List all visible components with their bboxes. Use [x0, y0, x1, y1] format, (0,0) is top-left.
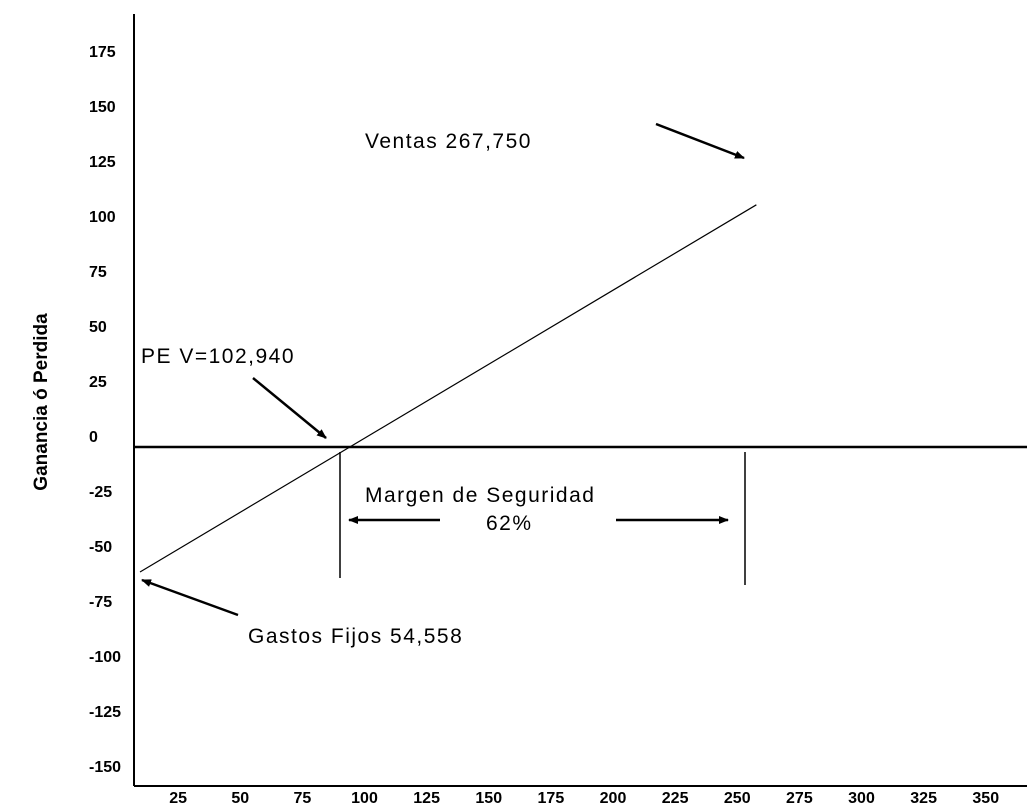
profit-line [139, 204, 757, 573]
sales-annotation: Ventas 267,750 [365, 130, 532, 153]
breakeven-annotation: PE V=102,940 [141, 345, 295, 368]
y-tick-label: 75 [89, 264, 107, 281]
y-tick-label: -25 [89, 484, 112, 501]
y-tick-labels: 175 150 125 100 75 50 25 0 -25 -50 -75 -100 -125 -150 [89, 44, 121, 776]
y-tick-label: 125 [89, 154, 116, 171]
safety-margin-title: Margen de Seguridad [365, 484, 595, 507]
x-tick-labels: 2550751001251501752002252502753003253503… [169, 790, 999, 804]
x-tick-label: 125 [413, 790, 440, 804]
x-tick-label: 150 [475, 790, 502, 804]
sales-arrow [655, 122, 745, 160]
x-tick-label: 50 [231, 790, 249, 804]
x-tick-label: 225 [662, 790, 689, 804]
y-tick-label: 150 [89, 99, 116, 116]
y-tick-label: -150 [89, 759, 121, 776]
fixed-costs-annotation: Gastos Fijos 54,558 [248, 625, 463, 648]
fixed-costs-arrow [141, 578, 239, 617]
y-axis-label: Ganancia ó Perdida [31, 313, 52, 491]
x-tick-label: 100 [351, 790, 378, 804]
y-tick-label: 100 [89, 209, 116, 226]
x-tick-label: 300 [848, 790, 875, 804]
y-tick-label: -50 [89, 539, 112, 556]
y-tick-label: 50 [89, 319, 107, 336]
x-tick-label: 350 [972, 790, 999, 804]
x-tick-label: 275 [786, 790, 813, 804]
x-tick-label: 25 [169, 790, 187, 804]
y-tick-label: 25 [89, 374, 107, 391]
y-tick-label: 175 [89, 44, 116, 61]
safety-margin-percent: 62% [486, 512, 533, 535]
breakeven-arrow [252, 377, 327, 439]
x-tick-label: 325 [910, 790, 937, 804]
x-tick-label: 200 [600, 790, 627, 804]
y-tick-label: 0 [89, 429, 98, 446]
y-tick-label: -125 [89, 704, 121, 721]
y-tick-label: -75 [89, 594, 112, 611]
y-tick-label: -100 [89, 649, 121, 666]
x-tick-label: 250 [724, 790, 751, 804]
x-tick-label: 75 [293, 790, 311, 804]
x-tick-label: 175 [538, 790, 565, 804]
